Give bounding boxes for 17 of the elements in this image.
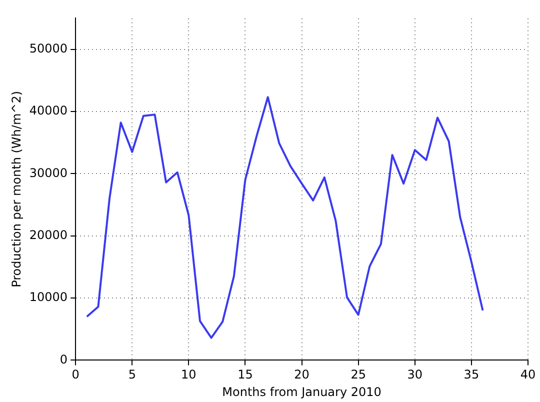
y-tick-label: 50000: [29, 41, 68, 56]
x-tick-label: 10: [181, 368, 196, 382]
x-tick-label: 40: [520, 368, 536, 382]
x-tick-label: 20: [294, 368, 310, 382]
x-tick-label: 25: [350, 368, 366, 382]
y-tick-label: 30000: [29, 166, 68, 180]
y-tick-label: 0: [60, 352, 68, 366]
y-tick-label: 40000: [29, 104, 68, 118]
x-axis-title: Months from January 2010: [222, 384, 382, 399]
x-tick-label: 35: [464, 368, 480, 382]
x-tick-label: 30: [407, 368, 423, 382]
y-tick-label: 20000: [29, 228, 68, 242]
x-tick-label: 15: [238, 368, 253, 382]
y-tick-label: 10000: [29, 290, 68, 304]
y-axis-title: Production per month (Wh/m^2): [9, 90, 24, 288]
x-tick-label: 0: [72, 368, 80, 382]
x-tick-label: 5: [128, 368, 136, 382]
